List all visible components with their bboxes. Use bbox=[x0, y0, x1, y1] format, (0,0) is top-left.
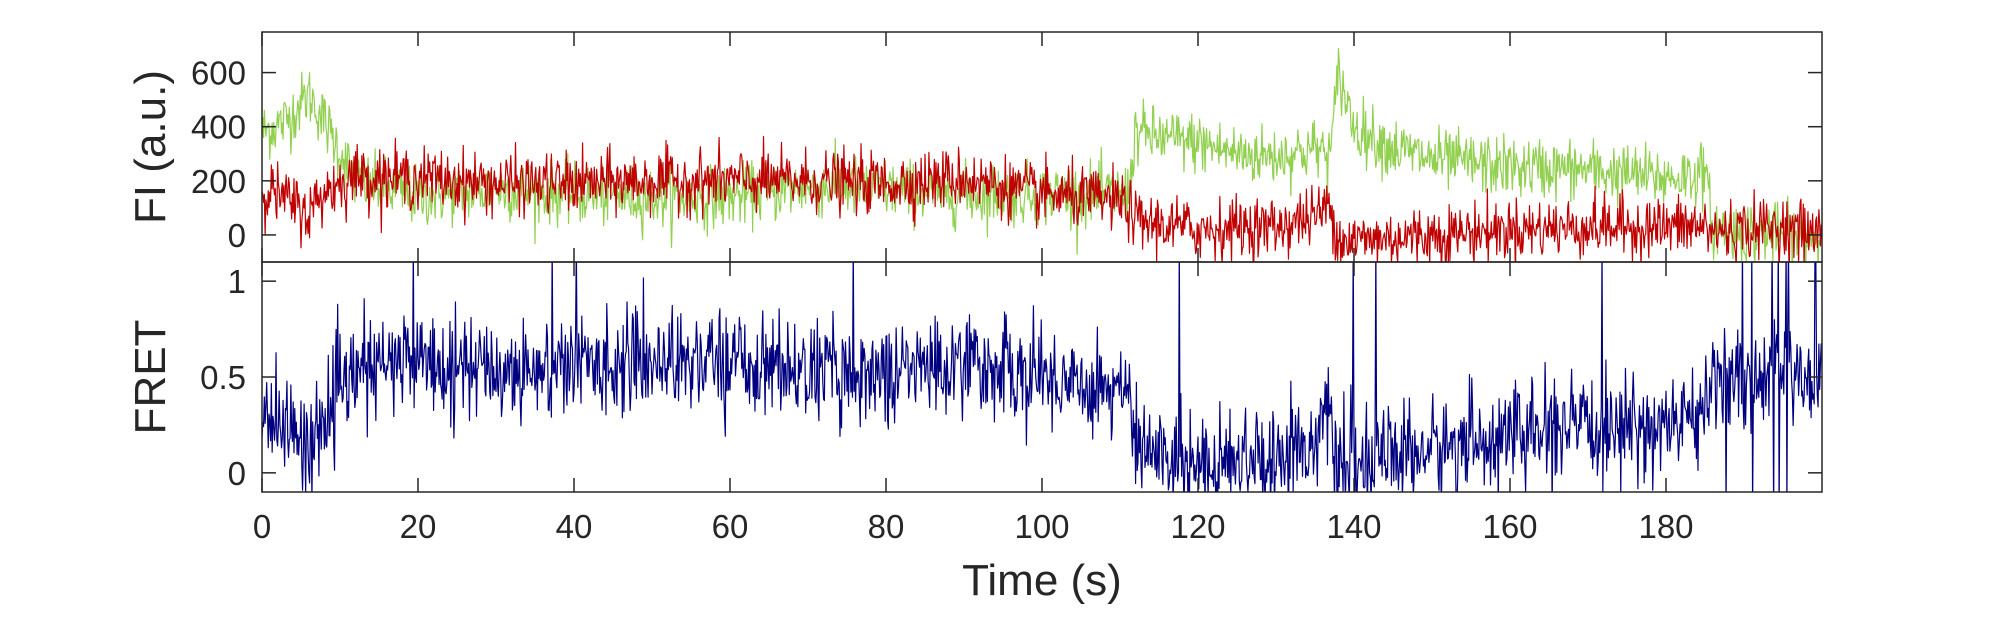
time-x-tick-label: 60 bbox=[712, 508, 749, 545]
fluorescence-y-tick-label: 600 bbox=[191, 55, 246, 92]
time-x-tick-label: 140 bbox=[1326, 508, 1381, 545]
time-x-tick-label: 80 bbox=[868, 508, 905, 545]
fret-y-tick-label: 0 bbox=[228, 455, 246, 492]
fret-y-tick-label: 0.5 bbox=[200, 359, 246, 396]
time-x-tick-label: 120 bbox=[1170, 508, 1225, 545]
fret-y-ticks: 00.51 bbox=[200, 262, 1822, 492]
fluorescence-traces bbox=[262, 48, 1822, 262]
time-x-tick-label: 0 bbox=[253, 508, 271, 545]
fret-series-line-0 bbox=[262, 262, 1822, 492]
fluorescence-y-axis-label: FI (a.u.) bbox=[126, 70, 175, 224]
fluorescence-series-line-1 bbox=[262, 136, 1822, 262]
fluorescence-y-tick-label: 200 bbox=[191, 163, 246, 200]
time-x-axis-label: Time (s) bbox=[962, 556, 1122, 605]
time-x-tick-label: 20 bbox=[400, 508, 437, 545]
fret-traces bbox=[262, 262, 1822, 492]
time-x-tick-label: 180 bbox=[1638, 508, 1693, 545]
fluorescence-y-ticks: 0 200 400 600 bbox=[191, 32, 1822, 262]
fluorescence-y-tick-label: 0 bbox=[228, 217, 246, 254]
fluorescence-panel: 0 200 400 600 FI (a.u.) bbox=[126, 31, 1823, 263]
fret-y-tick-label: 1 bbox=[228, 263, 246, 300]
fret-panel: 00.51 0 20 40 60 80 100 120 140 160 180 FRET Time… bbox=[126, 261, 1823, 605]
time-x-tick-label: 40 bbox=[556, 508, 593, 545]
time-x-tick-label: 160 bbox=[1482, 508, 1537, 545]
time-x-tick-label: 100 bbox=[1014, 508, 1069, 545]
fret-y-axis-label: FRET bbox=[126, 320, 175, 435]
fluorescence-y-tick-label: 400 bbox=[191, 109, 246, 146]
time-x-ticks: 0 20 40 60 80 100 120 140 160 180 bbox=[253, 508, 1694, 545]
